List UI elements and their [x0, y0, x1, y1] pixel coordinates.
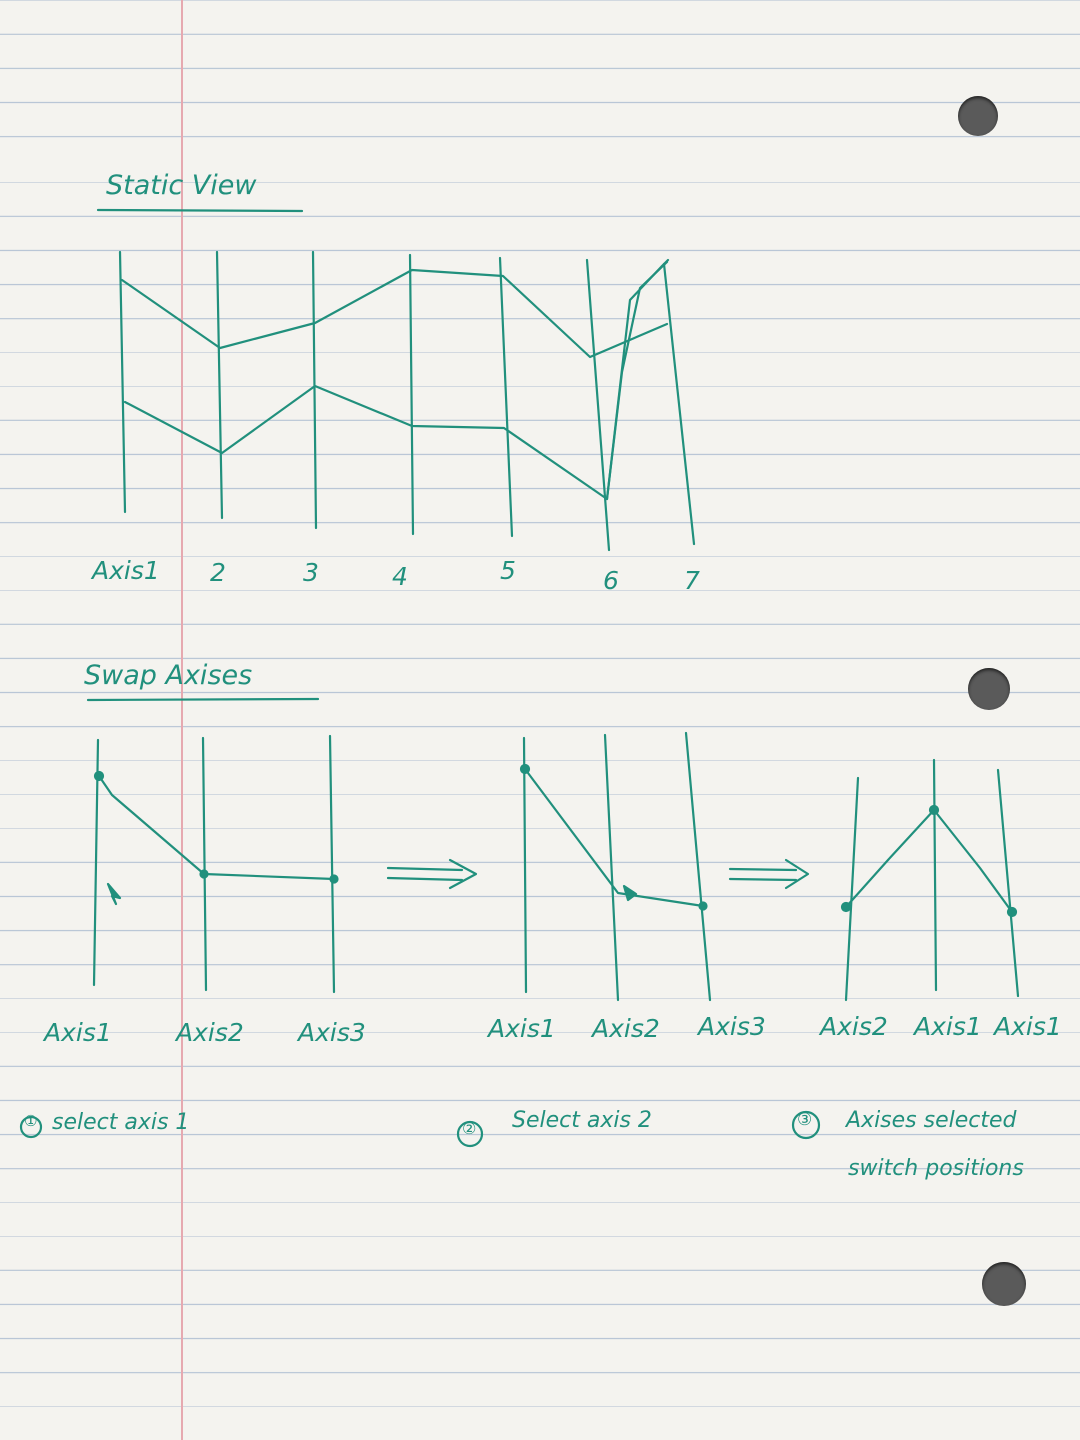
- step-2-caption: Select axis 2: [512, 1108, 652, 1133]
- static-axis-7: [662, 262, 696, 546]
- panel-1-point-2: [199, 869, 209, 879]
- static-axis-6: [585, 258, 611, 552]
- step-1-circle: [19, 1115, 43, 1139]
- step-3-caption-line2: switch positions: [848, 1156, 1024, 1181]
- step-3-number: ③: [797, 1110, 813, 1130]
- panel-3-axis-label-2: Axis1: [914, 1012, 982, 1041]
- binder-hole-top: [958, 96, 998, 136]
- cursor-icon: [106, 882, 122, 906]
- panel-1-axis-label-3: Axis3: [298, 1018, 366, 1047]
- panel-1-point-3: [329, 874, 339, 884]
- panel-1-axis-3: [328, 734, 336, 994]
- step-2-circle: [456, 1120, 484, 1148]
- static-axis-label-1: Axis1: [92, 556, 160, 585]
- static-axis-3: [311, 250, 318, 530]
- static-view-axes: [118, 250, 696, 552]
- panel-1-axis-label-2: Axis2: [176, 1018, 244, 1047]
- panel-3-axis-2: [932, 758, 938, 992]
- static-view-underline: [96, 208, 304, 213]
- panel-3-axis-3: [996, 768, 1020, 998]
- cursor-icon: [622, 884, 638, 902]
- panel-2-axis-3: [684, 731, 712, 1002]
- panel-1-axis-1: [92, 738, 100, 987]
- panel-3-axis-1: [844, 776, 860, 1002]
- arrow-2: [728, 858, 810, 890]
- panel-2-axis-label-3: Axis3: [698, 1012, 766, 1041]
- panel-1-axis-label-1: Axis1: [44, 1018, 112, 1047]
- swap-axises-heading: Swap Axises: [84, 660, 253, 691]
- panel-3-diagram: [840, 758, 1020, 1002]
- static-polyline-upper: [120, 268, 669, 359]
- static-axis-2: [215, 250, 224, 520]
- panel-1-line: [97, 774, 336, 881]
- static-axis-label-2: 2: [210, 558, 226, 587]
- panel-2-point-1: [519, 763, 531, 775]
- static-axis-5: [498, 256, 514, 538]
- static-axis-label-5: 5: [500, 556, 516, 585]
- panel-1-point-1: [93, 770, 105, 782]
- step-1-number: ①: [24, 1112, 38, 1130]
- step-1-caption: select axis 1: [52, 1110, 190, 1135]
- arrow-1: [386, 858, 478, 890]
- panel-1-diagram: [92, 734, 339, 994]
- step-2-number: ②: [462, 1119, 477, 1138]
- static-polyline-lower: [123, 260, 669, 501]
- binder-hole-middle: [968, 668, 1010, 710]
- static-axis-label-6: 6: [603, 566, 619, 595]
- binder-hole-bottom: [982, 1262, 1026, 1306]
- step-3-caption: Axises selected: [846, 1108, 1017, 1133]
- panel-2-axis-label-2: Axis2: [592, 1014, 660, 1043]
- panel-3-point-1: [840, 901, 852, 913]
- swap-axises-underline: [86, 697, 320, 702]
- panel-3-axis-label-3: Axis1: [994, 1012, 1062, 1041]
- panel-3-point-3: [1006, 906, 1018, 918]
- step-3-circle: [791, 1110, 821, 1140]
- static-axis-label-4: 4: [392, 562, 408, 591]
- panel-3-axis-label-1: Axis2: [820, 1012, 888, 1041]
- panel-3-point-2: [928, 804, 940, 816]
- static-view-polylines: [120, 258, 670, 501]
- panel-2-diagram: [519, 731, 712, 1002]
- panel-2-axis-label-1: Axis1: [488, 1014, 556, 1043]
- static-axis-label-3: 3: [303, 558, 319, 587]
- static-axis-4: [408, 253, 415, 536]
- panel-2-line: [523, 767, 705, 908]
- static-polyline-steep: [605, 258, 670, 501]
- static-axis-1: [118, 250, 127, 514]
- panel-2-axis-2: [603, 733, 620, 1002]
- static-axis-label-7: 7: [684, 566, 700, 595]
- static-view-heading: Static View: [106, 170, 257, 201]
- panel-1-axis-2: [201, 736, 208, 992]
- panel-2-point-3: [698, 901, 708, 911]
- panel-2-axis-1: [522, 736, 528, 994]
- panel-3-line: [844, 808, 1014, 914]
